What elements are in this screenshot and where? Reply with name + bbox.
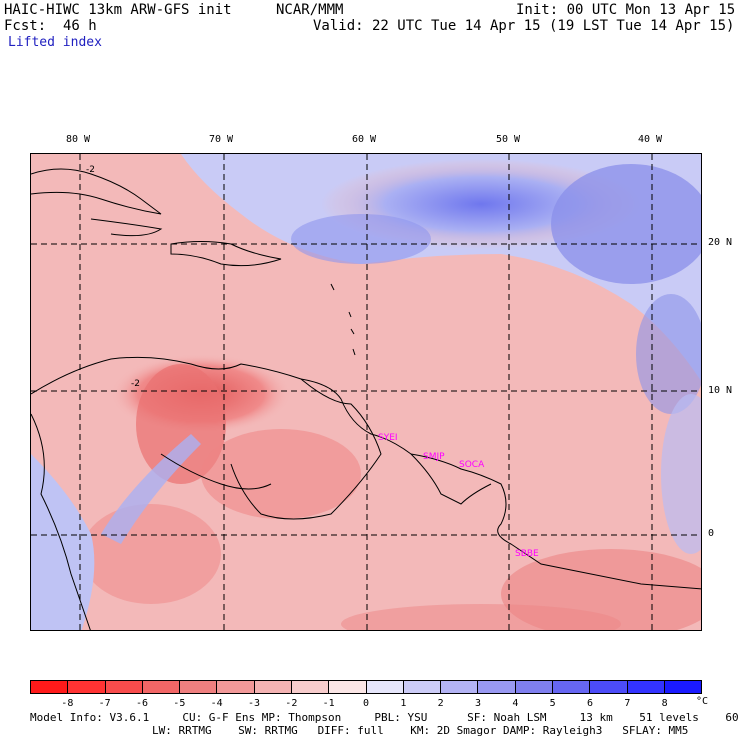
lon-label-50w: 50 W <box>496 134 521 145</box>
forecast-hour: Fcst: 46 h <box>4 18 97 34</box>
model-info-line1: Model Info: V3.6.1 CU: G-F Ens MP: Thomp… <box>30 711 740 724</box>
scale-tick-label: -7 <box>98 698 111 709</box>
scale-swatch <box>403 681 442 693</box>
station-label: SMJP <box>423 452 445 462</box>
scale-swatch <box>590 681 628 693</box>
color-scale-bar <box>30 680 702 694</box>
scale-swatch <box>515 681 553 693</box>
scale-tick-label: 8 <box>661 698 668 709</box>
scale-swatch <box>31 681 69 693</box>
scale-tick-label: 5 <box>549 698 556 709</box>
scale-tick-label: -4 <box>210 698 223 709</box>
scale-tick-label: 2 <box>437 698 444 709</box>
scale-tick-label: 0 <box>362 698 370 709</box>
lon-label-60w: 60 W <box>352 134 377 145</box>
svg-text:-2: -2 <box>131 379 140 389</box>
scale-tick-label: -6 <box>135 698 149 709</box>
scale-tick-label: 3 <box>474 698 482 709</box>
valid-time: Valid: 22 UTC Tue 14 Apr 15 (19 LST Tue … <box>313 18 735 34</box>
lon-label-70w: 70 W <box>209 134 234 145</box>
lat-label-0: 0 <box>708 528 715 539</box>
lon-label-80w: 80 W <box>66 134 91 145</box>
scale-tick-label: 4 <box>512 698 519 709</box>
scale-tick-label: 6 <box>586 698 594 709</box>
scale-swatch <box>329 681 367 693</box>
station-label: SBBE <box>515 549 539 559</box>
scale-swatch <box>552 681 591 693</box>
lat-label-20n: 20 N <box>708 237 733 248</box>
scale-tick-label: -2 <box>285 698 298 709</box>
scale-swatch <box>366 681 404 693</box>
model-info-line2: LW: RRTMG SW: RRTMG DIFF: full KM: 2D Sm… <box>152 724 689 737</box>
scale-swatch <box>105 681 143 693</box>
scale-swatch <box>478 681 516 693</box>
scale-swatch <box>180 681 218 693</box>
init-time: Init: 00 UTC Mon 13 Apr 15 <box>516 2 736 18</box>
scale-swatch <box>217 681 255 693</box>
model-title: HAIC-HIWC 13km ARW-GFS init <box>4 2 232 18</box>
scale-swatch <box>627 681 665 693</box>
scale-swatch <box>441 681 479 693</box>
scale-unit: °C <box>696 696 709 707</box>
scale-tick-label: -1 <box>322 698 335 709</box>
map-panel[interactable]: -2 -2 SYEI SMJP SOCA SBBE <box>30 153 702 631</box>
lon-label-40w: 40 W <box>638 134 663 145</box>
lat-label-10n: 10 N <box>708 385 733 396</box>
svg-text:-2: -2 <box>86 165 95 175</box>
map-canvas: -2 -2 <box>31 154 701 630</box>
scale-swatch <box>664 681 702 693</box>
scale-swatch <box>254 681 292 693</box>
org-label: NCAR/MMM <box>276 2 344 18</box>
field-name: Lifted index <box>8 35 102 50</box>
station-label: SOCA <box>459 460 485 470</box>
scale-tick-label: -8 <box>61 698 74 709</box>
scale-swatch <box>68 681 106 693</box>
scale-swatch <box>142 681 181 693</box>
scale-tick-label: 1 <box>400 698 407 709</box>
scale-tick-label: -3 <box>247 698 261 709</box>
station-label: SYEI <box>378 433 398 443</box>
scale-tick-label: -5 <box>173 698 186 709</box>
scale-tick-label: 7 <box>624 698 631 709</box>
scale-swatch <box>291 681 330 693</box>
